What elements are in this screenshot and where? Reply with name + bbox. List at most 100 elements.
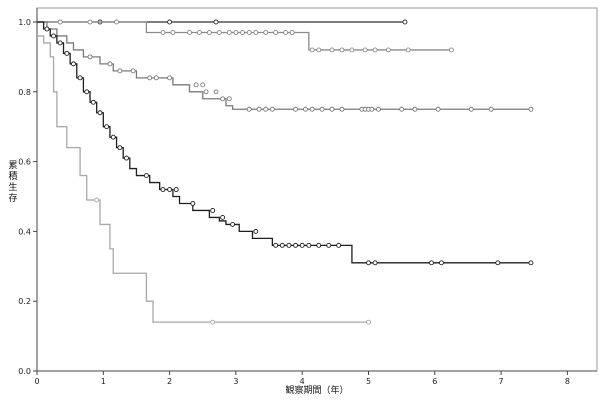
censor-marker [339,47,345,53]
censor-marker [230,221,236,227]
censor-marker [107,61,113,67]
censor-marker [117,145,123,151]
censor-marker [372,260,378,266]
censor-marker [402,19,408,25]
censor-marker [226,96,232,102]
censor-marker [226,30,232,35]
censor-marker [117,68,123,74]
censor-marker [273,30,279,35]
y-tick-label: 1.0 [18,18,31,27]
y-axis-title-char: 生 [8,181,17,193]
censor-marker [160,187,166,192]
censor-marker [167,75,173,81]
censor-marker [468,106,474,112]
censor-marker [110,134,116,140]
censor-marker [369,106,375,112]
series-2 [37,19,454,53]
censor-marker [412,106,418,112]
censor-marker [306,242,312,248]
x-tick-label: 6 [432,377,437,386]
censor-marker [495,260,501,266]
censor-marker [51,33,57,39]
censor-marker [190,201,196,206]
censor-marker [293,242,299,248]
censor-marker [104,124,110,130]
censor-marker [114,19,120,25]
censor-marker [143,173,149,179]
censor-marker [153,75,159,81]
censor-marker [84,89,90,95]
censor-marker [130,68,136,74]
censor-marker [366,260,371,266]
survival-step-line [37,21,452,51]
x-tick-label: 0 [34,377,39,386]
censor-marker [329,47,335,53]
censor-marker [316,242,322,248]
series-3 [37,21,534,112]
censor-marker [263,30,269,35]
censor-marker [64,50,70,56]
y-tick-label: 0.8 [18,88,31,97]
censor-marker [336,242,342,248]
censor-marker [429,260,434,266]
censor-marker [173,187,179,192]
censor-marker [246,106,252,112]
censor-marker [329,106,335,112]
survival-step-line [37,21,531,264]
censor-marker [213,19,219,25]
censor-marker [220,96,226,102]
censor-marker [77,75,83,81]
censor-marker [375,106,381,112]
censor-marker [385,47,391,53]
censor-marker [44,26,50,32]
censor-marker [319,106,325,112]
y-axis-ticks: 0.0 0.2 0.4 0.6 0.8 1.0 [18,18,37,376]
censor-marker [339,106,345,112]
y-tick-label: 0.2 [18,297,31,306]
censor-marker [528,260,534,266]
censor-marker [97,110,103,116]
censor-marker [253,228,259,234]
x-tick-label: 4 [300,377,305,386]
censor-marker [246,30,252,35]
censor-marker [90,99,96,105]
censor-marker [200,82,206,88]
x-tick-label: 7 [499,377,504,386]
censor-marker [124,155,129,161]
censor-marker [448,47,454,53]
censor-marker [187,30,192,35]
censor-marker [213,89,219,95]
censor-marker [279,242,285,248]
censor-marker [488,106,494,112]
y-axis-title-char: 存 [8,192,17,204]
censor-marker [87,19,93,25]
series-layer [37,19,534,325]
censor-marker [147,75,153,81]
censor-marker [293,106,299,112]
censor-marker [210,208,216,213]
censor-marker [233,30,239,35]
censor-marker [286,242,292,248]
censor-marker [309,47,315,53]
censor-marker [528,106,534,112]
censor-marker [273,242,279,248]
censor-marker [283,30,289,35]
censor-marker [299,242,305,248]
censor-marker [57,19,63,25]
survival-step-line [37,21,531,110]
x-tick-label: 5 [366,377,371,386]
censor-marker [203,89,209,95]
censor-marker [220,214,226,220]
series-5 [37,35,371,325]
series-4 [37,21,534,266]
censor-marker [372,47,378,53]
censor-marker [57,40,63,46]
x-tick-label: 8 [565,377,570,386]
x-axis-ticks: 0 1 2 3 4 5 6 7 8 [34,371,570,386]
y-tick-label: 0.0 [18,367,31,376]
censor-marker [263,106,269,112]
censor-marker [170,30,176,35]
censor-marker [206,30,212,35]
